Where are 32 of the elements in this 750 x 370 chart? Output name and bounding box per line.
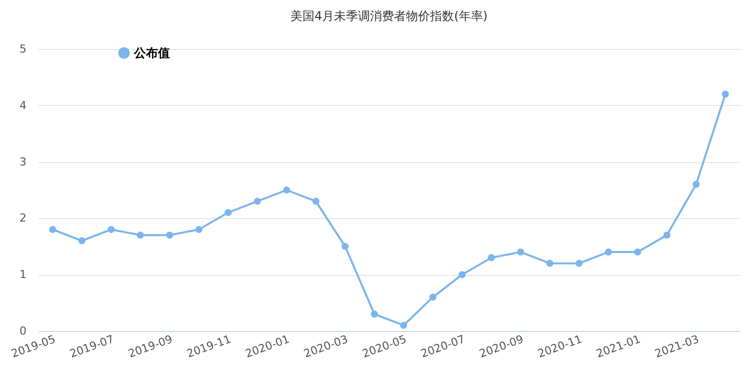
point — [458, 271, 466, 278]
point — [546, 260, 554, 267]
point — [722, 90, 729, 98]
point — [78, 237, 86, 244]
point — [195, 226, 202, 234]
y-tick-label: 5 — [20, 42, 26, 56]
y-tick-label: 1 — [20, 268, 26, 282]
point — [166, 232, 174, 239]
point — [604, 248, 612, 256]
point — [108, 226, 115, 234]
point — [224, 209, 232, 216]
point — [488, 254, 495, 262]
point — [342, 242, 349, 250]
point — [634, 248, 642, 256]
point — [49, 226, 56, 234]
point — [312, 198, 320, 205]
point — [136, 232, 144, 239]
point — [370, 310, 378, 318]
y-tick-label: 3 — [20, 155, 26, 168]
point — [576, 260, 583, 267]
y-tick-label: 0 — [20, 324, 26, 338]
legend-label: 公布值 — [133, 46, 170, 60]
chart-title: 美国4月未季调消费者物价指数(年率) — [290, 9, 488, 23]
point — [283, 186, 290, 194]
point — [400, 322, 408, 329]
y-tick-label: 2 — [20, 212, 26, 225]
point — [517, 248, 524, 256]
y-tick-label: 4 — [20, 98, 26, 112]
point — [254, 198, 261, 205]
point — [663, 232, 670, 239]
point — [692, 180, 700, 188]
point — [429, 294, 436, 301]
